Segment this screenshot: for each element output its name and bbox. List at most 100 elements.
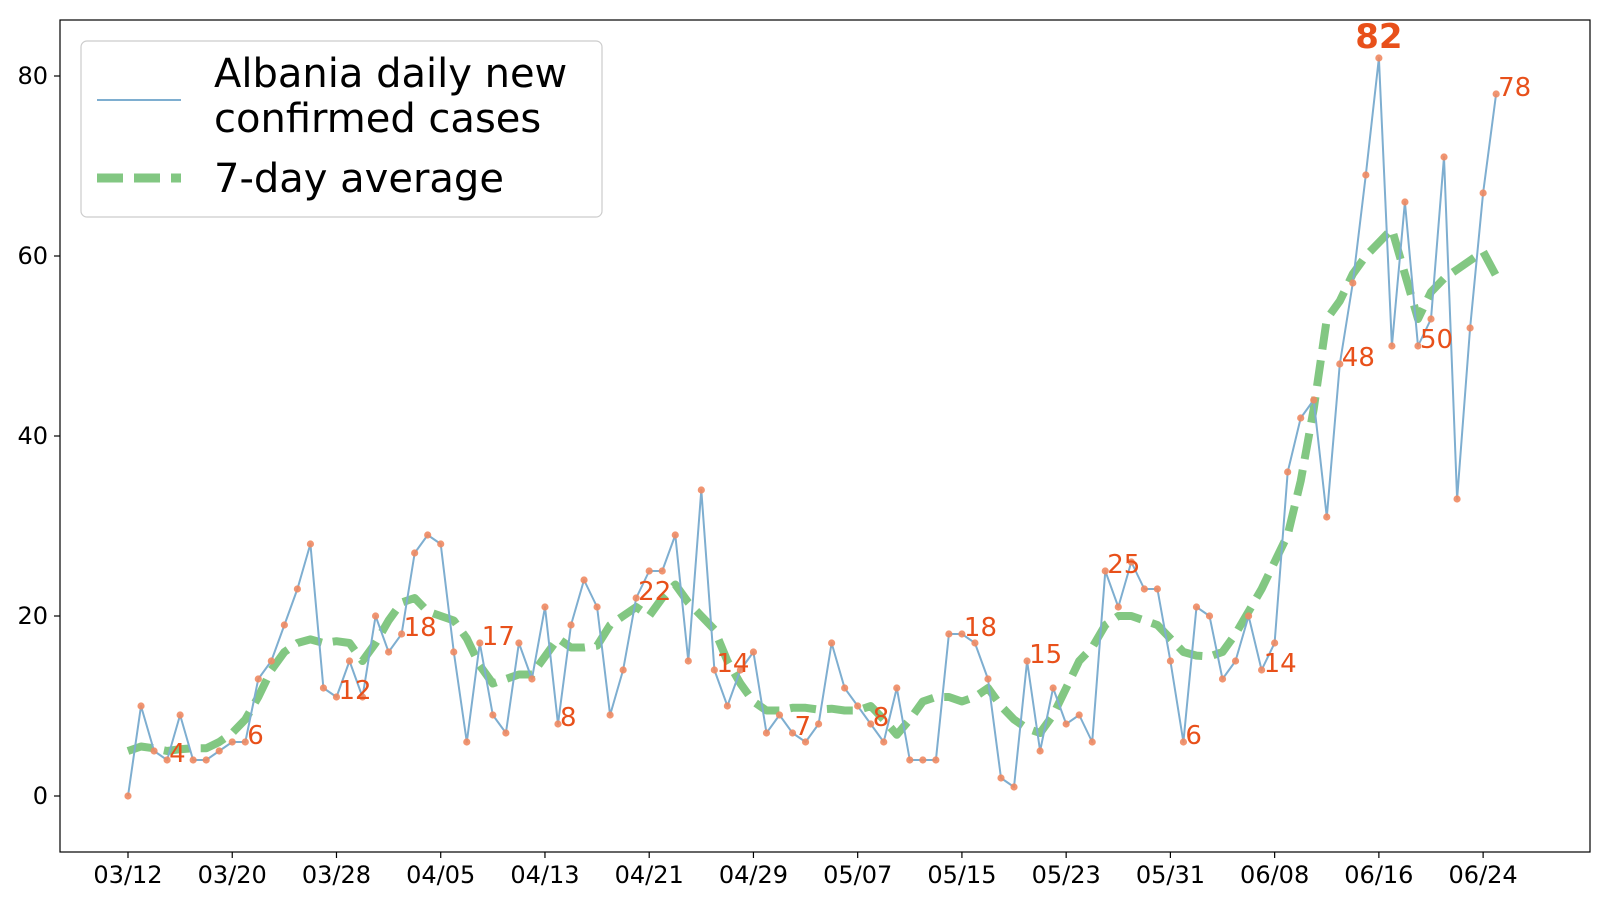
data-point <box>762 729 771 737</box>
data-point <box>1466 324 1474 332</box>
data-point <box>489 711 497 719</box>
data-point <box>385 648 393 656</box>
data-point <box>906 756 914 764</box>
x-tick-label: 03/20 <box>198 861 267 889</box>
data-label: 18 <box>404 613 437 643</box>
x-tick-label: 04/29 <box>719 861 788 889</box>
series-layer <box>124 54 1500 800</box>
data-point <box>358 693 367 701</box>
data-label: 82 <box>1355 17 1402 57</box>
data-point <box>1166 657 1174 665</box>
data-point <box>775 711 784 719</box>
data-point <box>189 756 197 764</box>
data-point <box>267 657 275 665</box>
data-point <box>971 639 979 647</box>
legend-daily-label-line2: confirmed cases <box>214 96 541 142</box>
data-point <box>306 540 315 548</box>
x-tick-label: 03/12 <box>93 861 162 889</box>
data-point <box>997 774 1005 782</box>
x-tick-label: 04/21 <box>615 861 684 889</box>
data-point <box>515 639 523 647</box>
x-tick-label: 05/15 <box>927 861 996 889</box>
y-axis: 0 20 40 60 80 <box>17 62 60 810</box>
data-point <box>736 666 745 674</box>
series-line-daily-cases <box>127 57 1498 797</box>
y-tick-label: 60 <box>17 242 48 270</box>
data-point <box>1205 612 1214 620</box>
data-point <box>1349 279 1357 287</box>
data-point <box>1323 513 1331 521</box>
data-label: 22 <box>638 577 671 607</box>
data-point <box>1062 720 1070 728</box>
data-point <box>1362 171 1370 179</box>
data-point <box>1388 342 1396 350</box>
data-label: 6 <box>247 721 264 751</box>
data-point <box>137 702 145 710</box>
data-point <box>254 675 262 683</box>
data-point <box>984 675 992 683</box>
data-point <box>411 549 419 557</box>
data-point <box>841 684 849 692</box>
data-point <box>1297 414 1305 422</box>
data-point <box>541 603 549 611</box>
data-point <box>1114 603 1122 611</box>
series-line-7-day-average <box>126 225 1500 755</box>
x-tick-label: 05/31 <box>1136 861 1205 889</box>
data-point <box>567 621 575 629</box>
y-tick-label: 20 <box>17 602 48 630</box>
data-point <box>202 756 210 764</box>
data-point <box>1010 783 1018 791</box>
data-point <box>1127 558 1135 566</box>
data-point <box>554 720 562 728</box>
data-label: 14 <box>1264 649 1297 679</box>
data-label: 14 <box>716 649 749 679</box>
data-point <box>450 648 458 656</box>
data-point <box>1492 90 1500 98</box>
data-point <box>1244 612 1253 620</box>
data-point <box>1140 585 1148 593</box>
data-point <box>124 792 132 800</box>
data-point <box>801 738 810 746</box>
data-point <box>398 630 406 638</box>
data-point <box>1049 684 1057 692</box>
data-point <box>1284 468 1292 476</box>
data-label: 17 <box>482 622 515 652</box>
data-label: 48 <box>1342 343 1375 373</box>
legend-box <box>80 40 603 218</box>
data-point <box>867 720 875 728</box>
data-point <box>293 585 301 593</box>
x-tick-label: 06/08 <box>1240 861 1309 889</box>
data-point <box>1036 747 1044 755</box>
x-tick-label: 03/28 <box>302 861 371 889</box>
data-point <box>228 738 236 746</box>
data-point <box>1153 585 1161 593</box>
data-point <box>437 540 445 548</box>
data-point <box>723 702 731 710</box>
data-point <box>606 711 614 719</box>
data-point <box>1479 189 1487 197</box>
data-point <box>424 531 432 539</box>
legend-daily-label-line1: Albania daily new <box>214 51 567 97</box>
data-point <box>919 756 927 764</box>
data-point <box>1192 603 1201 611</box>
data-point <box>1271 639 1279 647</box>
data-label: 6 <box>1185 721 1202 751</box>
data-point <box>580 576 588 584</box>
data-label: 7 <box>795 712 812 742</box>
data-point <box>1375 54 1383 62</box>
data-point <box>502 729 510 737</box>
data-point <box>1401 198 1409 206</box>
data-point <box>710 666 718 674</box>
legend: Albania daily new confirmed cases 7-day … <box>80 40 603 218</box>
data-point <box>241 738 249 746</box>
y-tick-label: 40 <box>17 422 48 450</box>
data-point <box>1414 342 1422 350</box>
data-point <box>163 756 171 764</box>
data-point <box>671 531 679 539</box>
x-tick-label: 06/24 <box>1449 861 1518 889</box>
data-point <box>176 711 184 719</box>
legend-average-label: 7-day average <box>214 156 504 202</box>
data-point <box>332 693 341 701</box>
